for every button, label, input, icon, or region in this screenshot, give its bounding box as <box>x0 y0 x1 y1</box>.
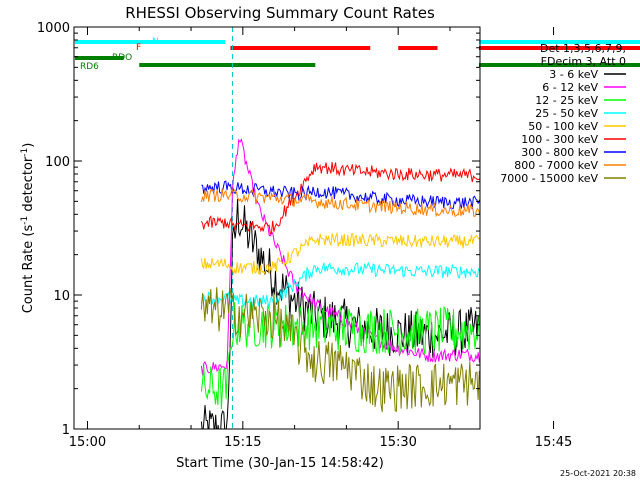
x-tick-label: 15:45 <box>535 435 572 450</box>
series-line <box>201 180 480 210</box>
legend-label: 300 - 800 keV <box>521 146 598 159</box>
series-line <box>200 261 480 309</box>
series-line <box>200 287 480 413</box>
flag-label: RD6 <box>80 62 99 72</box>
series-line <box>200 138 480 376</box>
legend-label: 12 - 25 keV <box>535 94 598 107</box>
chart-title: RHESSI Observing Summary Count Rates <box>125 4 435 22</box>
series-line <box>200 198 480 429</box>
series-line <box>200 186 480 218</box>
flag-label: F <box>136 43 141 53</box>
legend-label: 50 - 100 keV <box>528 120 598 133</box>
y-axis-label-sup2: -1 <box>20 148 30 157</box>
y-tick-label: 10 <box>53 289 70 304</box>
y-axis: 1 10 100 1000 <box>37 21 480 438</box>
legend-label: 7000 - 15000 keV <box>500 172 598 185</box>
legend-label: 100 - 300 keV <box>521 133 598 146</box>
vertical-markers <box>231 27 233 429</box>
y-tick-label: 1000 <box>37 21 70 36</box>
x-axis-label: Start Time (30-Jan-15 14:58:42) <box>176 456 384 471</box>
y-axis-label-main: Count Rate (s <box>21 225 36 314</box>
flag-label: N <box>152 37 159 47</box>
legend-label: 3 - 6 keV <box>549 68 598 81</box>
legend-header-line-2: FDecim 3, Att 0 <box>541 55 626 68</box>
y-axis-label-sup1: -1 <box>20 216 30 225</box>
legend-label: 800 - 7000 keV <box>514 159 598 172</box>
series-lines <box>200 138 480 429</box>
footer-timestamp: 25-Oct-2021 20:38 <box>560 469 636 478</box>
series-line <box>200 161 480 235</box>
series-line <box>200 301 480 410</box>
plot-frame <box>73 26 481 430</box>
y-axis-label: Count Rate (s-1 detector-1) <box>20 143 36 314</box>
y-tick-label: 1 <box>62 423 70 438</box>
legend-label: 25 - 50 keV <box>535 107 598 120</box>
legend: Det 1,3,5,6,7,9, FDecim 3, Att 0 3 - 6 k… <box>500 42 626 185</box>
x-tick-label: 15:30 <box>379 435 416 450</box>
y-axis-label-end: ) <box>21 143 36 148</box>
legend-label: 6 - 12 keV <box>542 81 598 94</box>
x-tick-label: 15:15 <box>224 435 261 450</box>
flag-label: RDO <box>112 53 132 63</box>
legend-header-line-1: Det 1,3,5,6,7,9, <box>540 42 626 55</box>
series-line <box>200 231 480 276</box>
y-axis-label-mid: detector <box>21 156 36 216</box>
status-flags: N F RDO RD6 <box>75 37 640 72</box>
x-tick-label: 15:00 <box>69 435 106 450</box>
y-tick-label: 100 <box>45 155 70 170</box>
